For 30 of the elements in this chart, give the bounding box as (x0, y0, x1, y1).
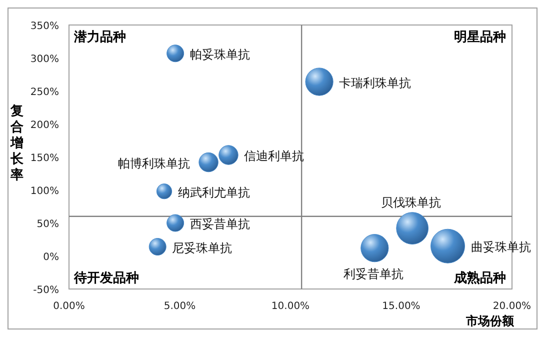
y-tick-label: 200% (30, 120, 59, 131)
annotation: 明星品种 (454, 30, 506, 45)
y-tick-label: 50% (36, 219, 59, 230)
x-tick-label: 15.00% (382, 301, 420, 312)
annotation: 信迪利单抗 (244, 149, 304, 164)
x-axis-title: 市场份额 (465, 314, 515, 328)
annotation: 尼妥珠单抗 (172, 240, 232, 255)
y-tick-label: 300% (30, 54, 59, 65)
y-axis-title: 复合增长率 (10, 104, 24, 183)
x-tick-label: 10.00% (271, 301, 310, 312)
x-tick-label: 0.00% (53, 301, 85, 312)
annotation: 待开发品种 (73, 271, 139, 286)
annotation: 利妥昔单抗 (343, 266, 404, 281)
annotation: 帕妥珠单抗 (190, 47, 250, 62)
annotation: 帕博利珠单抗 (118, 156, 190, 170)
annotation: 卡瑞利珠单抗 (339, 76, 412, 90)
y-tick-label: 100% (30, 186, 59, 197)
y-tick-label: 350% (30, 21, 59, 32)
x-tick-label: 5.00% (164, 301, 196, 312)
annotation: 西妥昔单抗 (190, 217, 250, 231)
annotation: 成熟品种 (453, 270, 506, 286)
x-tick-label: 20.00% (492, 301, 532, 312)
annotation: 曲妥珠单抗 (470, 240, 531, 254)
y-tick-label: 150% (30, 153, 59, 164)
annotation: 贝伐珠单抗 (381, 195, 442, 210)
y-tick-label: -50% (33, 285, 59, 296)
annotation: 潜力品种 (73, 30, 126, 45)
annotation: 纳武利尤单抗 (178, 185, 250, 200)
y-tick-label: 0% (43, 252, 59, 263)
y-tick-label: 250% (30, 87, 59, 98)
